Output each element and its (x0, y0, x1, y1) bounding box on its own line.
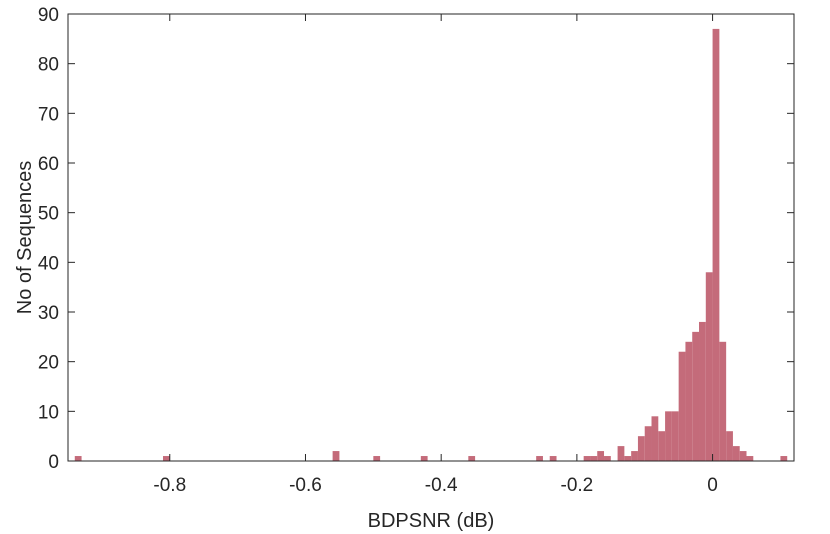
y-tick-label: 0 (48, 452, 59, 473)
histogram-bar (536, 456, 543, 461)
histogram-bar (624, 456, 632, 461)
histogram-bar (590, 456, 598, 461)
y-tick-label: 20 (38, 353, 59, 374)
histogram-bar (420, 456, 428, 461)
histogram-bar (637, 436, 645, 461)
y-tick-label: 70 (38, 104, 59, 125)
histogram-bar (597, 451, 605, 461)
histogram-bar (678, 351, 686, 461)
y-tick-label: 40 (38, 253, 59, 274)
histogram-bar (692, 331, 700, 461)
histogram-bar (617, 446, 625, 461)
histogram-bar (665, 411, 672, 461)
x-tick-label: -0.4 (425, 475, 458, 496)
histogram-bars (74, 28, 788, 462)
histogram-bar (651, 416, 659, 461)
x-tick-label: 0 (707, 475, 718, 496)
histogram-bar (732, 446, 740, 461)
y-tick-label: 80 (38, 55, 59, 76)
histogram-bar (332, 451, 340, 461)
x-axis-ticks: -0.8 -0.6 -0.4 -0.2 0 (153, 14, 718, 496)
histogram-bar (780, 456, 788, 461)
histogram-bar (685, 341, 693, 461)
x-axis-label: BDPSNR (dB) (368, 510, 495, 532)
y-tick-label: 60 (38, 154, 59, 175)
x-tick-label: -0.8 (153, 475, 186, 496)
histogram-bar (468, 456, 476, 461)
histogram-bar (746, 456, 754, 461)
histogram-bar (699, 321, 706, 461)
y-axis-ticks: 0 10 20 30 40 50 60 70 80 90 (38, 5, 794, 473)
histogram-bar (162, 456, 170, 461)
y-tick-label: 90 (38, 5, 59, 26)
histogram-bar (549, 456, 557, 461)
y-tick-label: 10 (38, 402, 59, 423)
histogram-bar (719, 341, 727, 461)
histogram-bar (583, 456, 591, 461)
x-tick-label: -0.2 (561, 475, 594, 496)
histogram-bar (739, 451, 747, 461)
histogram-bar (671, 411, 679, 461)
y-axis-label: No of Sequences (14, 161, 36, 314)
histogram-bar (74, 456, 82, 461)
x-tick-label: -0.6 (289, 475, 322, 496)
y-tick-label: 50 (38, 204, 59, 225)
histogram-bar (726, 431, 733, 461)
plot-area-frame (67, 13, 795, 462)
histogram-bar (712, 28, 720, 462)
histogram-bar (604, 456, 611, 461)
y-tick-label: 30 (38, 303, 59, 324)
histogram-bar (658, 431, 666, 461)
histogram-bar (373, 456, 381, 461)
histogram-bar (644, 426, 652, 461)
histogram-bar (705, 272, 713, 461)
histogram-bar (631, 451, 638, 461)
